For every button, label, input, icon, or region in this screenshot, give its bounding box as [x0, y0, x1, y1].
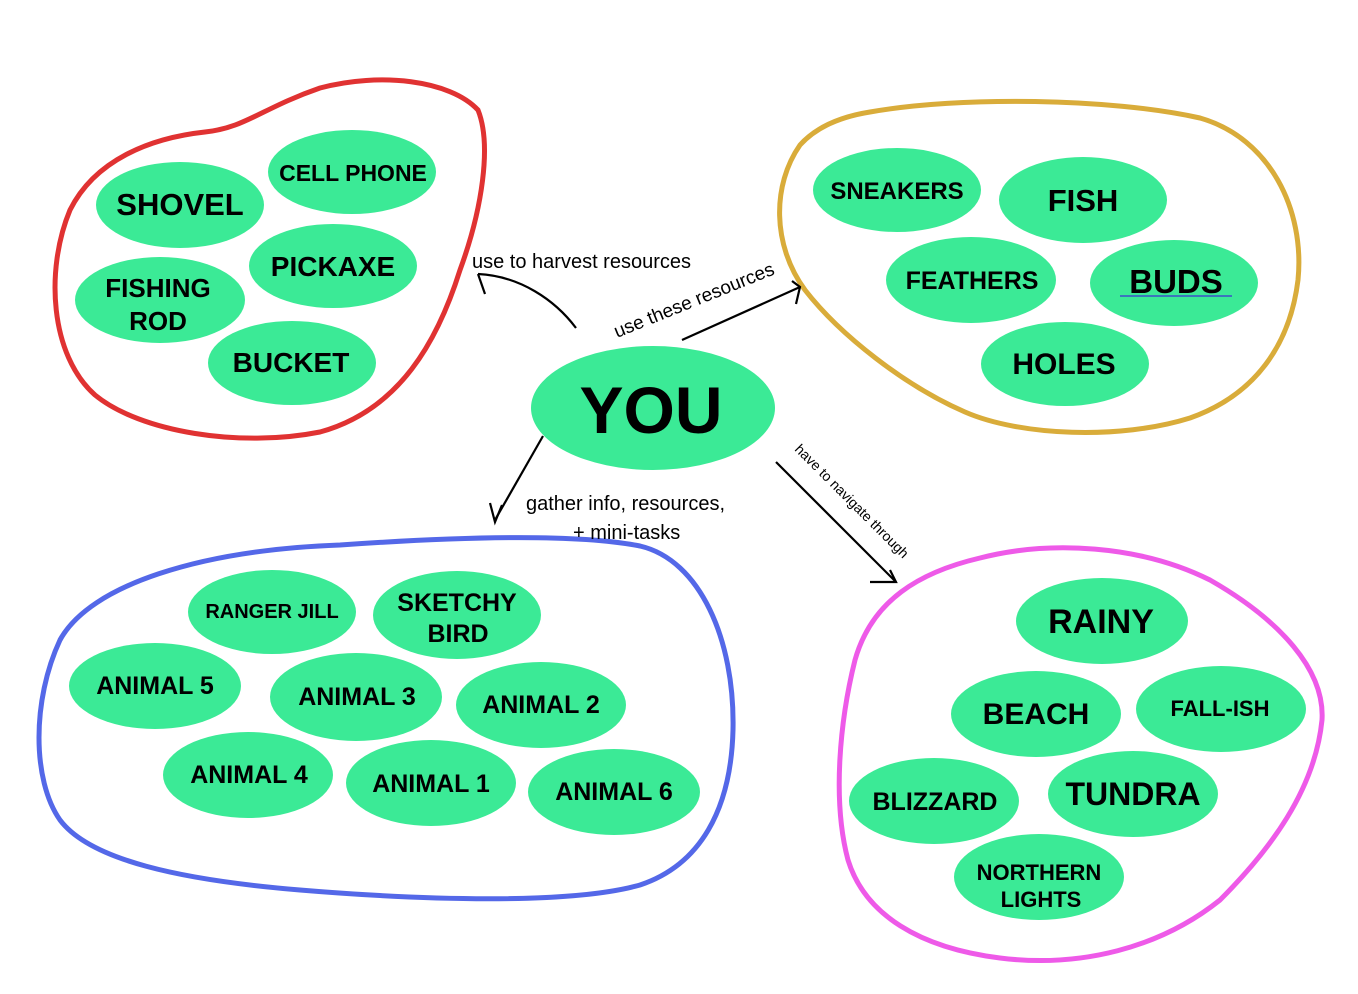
resource-label-fish: FISH — [1048, 183, 1119, 218]
biome-node-beach — [951, 671, 1121, 757]
biome-label-beach: BEACH — [983, 698, 1090, 731]
arrow-to-resources-line — [681, 285, 801, 342]
character-label-animal-4: ANIMAL 4 — [190, 761, 308, 789]
tool-node-cell-phone — [268, 130, 436, 214]
arrow-to-characters-line — [494, 435, 544, 521]
center-node-bubble — [531, 346, 775, 470]
character-node-animal-6 — [528, 749, 700, 835]
character-label-ranger-jill: RANGER JILL — [205, 601, 338, 623]
character-node-sketchy-bird — [373, 571, 541, 659]
character-node-animal-2 — [456, 662, 626, 748]
tool-node-bucket — [208, 321, 376, 405]
resource-node-fish — [999, 157, 1167, 243]
biome-node-northern-lights — [954, 834, 1124, 920]
biomes-group-outline — [836, 545, 1325, 963]
character-label-sketchy: SKETCHY — [397, 589, 517, 617]
resources-group: SNEAKERS FISH FEATHERS BUDS HOLES — [813, 148, 1258, 406]
arrow-to-resources — [681, 280, 802, 342]
tool-node-fishing-rod — [75, 257, 245, 343]
biome-node-fall-ish — [1136, 666, 1306, 752]
arrow-to-tools — [476, 272, 577, 329]
resource-label-sneakers: SNEAKERS — [830, 178, 963, 205]
character-label-animal-3: ANIMAL 3 — [298, 683, 416, 711]
character-node-animal-1 — [346, 740, 516, 826]
tool-node-shovel — [96, 162, 264, 248]
biome-label-blizzard: BLIZZARD — [873, 788, 998, 816]
tool-label-rod: ROD — [129, 306, 187, 336]
character-label-animal-6: ANIMAL 6 — [555, 778, 673, 806]
biome-node-tundra — [1048, 751, 1218, 837]
arrow-to-characters — [488, 435, 544, 526]
tool-label-shovel: SHOVEL — [116, 187, 243, 222]
arrow-to-tools-line — [477, 272, 577, 329]
edge-label-to-characters-line2: + mini-tasks — [573, 522, 680, 544]
resource-node-feathers — [886, 237, 1056, 323]
biome-node-rainy — [1016, 578, 1188, 664]
character-node-animal-4 — [163, 732, 333, 818]
tool-label-bucket: BUCKET — [233, 347, 350, 378]
characters-group-outline — [36, 535, 736, 902]
resource-label-feathers: FEATHERS — [906, 267, 1039, 295]
tool-label-pickaxe: PICKAXE — [271, 251, 395, 282]
resource-node-holes — [981, 322, 1149, 406]
edge-label-to-biomes: have to navigate through — [792, 441, 912, 561]
character-node-animal-5 — [69, 643, 241, 729]
biome-label-rainy: RAINY — [1048, 603, 1154, 641]
arrow-to-tools-head — [476, 273, 487, 295]
resource-node-buds — [1090, 240, 1258, 326]
arrow-to-biomes-head — [870, 569, 898, 584]
biome-label-lights: LIGHTS — [1001, 887, 1082, 912]
tools-group: SHOVEL CELL PHONE PICKAXE FISHING ROD BU… — [75, 130, 436, 405]
tool-label-fishing: FISHING — [105, 273, 210, 303]
center-node: YOU — [531, 346, 775, 470]
edge-label-to-characters-line1: gather info, resources, — [526, 493, 725, 515]
character-node-ranger-jill — [188, 570, 356, 654]
arrow-to-biomes-line — [775, 461, 897, 583]
edge-label-to-tools: use to harvest resources — [472, 251, 691, 273]
biome-label-tundra: TUNDRA — [1065, 776, 1200, 812]
biome-label-fall-ish: FALL-ISH — [1171, 696, 1270, 721]
resources-group-outline — [777, 98, 1302, 435]
resource-node-sneakers — [813, 148, 981, 232]
biome-label-northern: NORTHERN — [977, 860, 1102, 885]
biome-node-blizzard — [849, 758, 1019, 844]
tools-group-outline — [52, 77, 487, 441]
biomes-group: RAINY BEACH FALL-ISH BLIZZARD TUNDRA NOR… — [849, 578, 1306, 920]
center-node-label: YOU — [579, 373, 722, 447]
tool-label-cell-phone: CELL PHONE — [279, 160, 427, 186]
character-label-animal-1: ANIMAL 1 — [372, 770, 490, 798]
character-label-animal-2: ANIMAL 2 — [482, 691, 600, 719]
resource-label-holes: HOLES — [1012, 348, 1115, 381]
tool-node-pickaxe — [249, 224, 417, 308]
characters-group: RANGER JILL SKETCHY BIRD ANIMAL 5 ANIMAL… — [69, 570, 700, 835]
character-label-animal-5: ANIMAL 5 — [96, 672, 214, 700]
arrow-to-resources-head — [791, 280, 802, 305]
arrow-to-biomes — [775, 461, 898, 584]
arrow-to-characters-head — [488, 502, 504, 526]
character-node-animal-3 — [270, 653, 442, 741]
character-label-bird: BIRD — [427, 620, 488, 648]
resource-label-buds: BUDS — [1129, 263, 1223, 300]
